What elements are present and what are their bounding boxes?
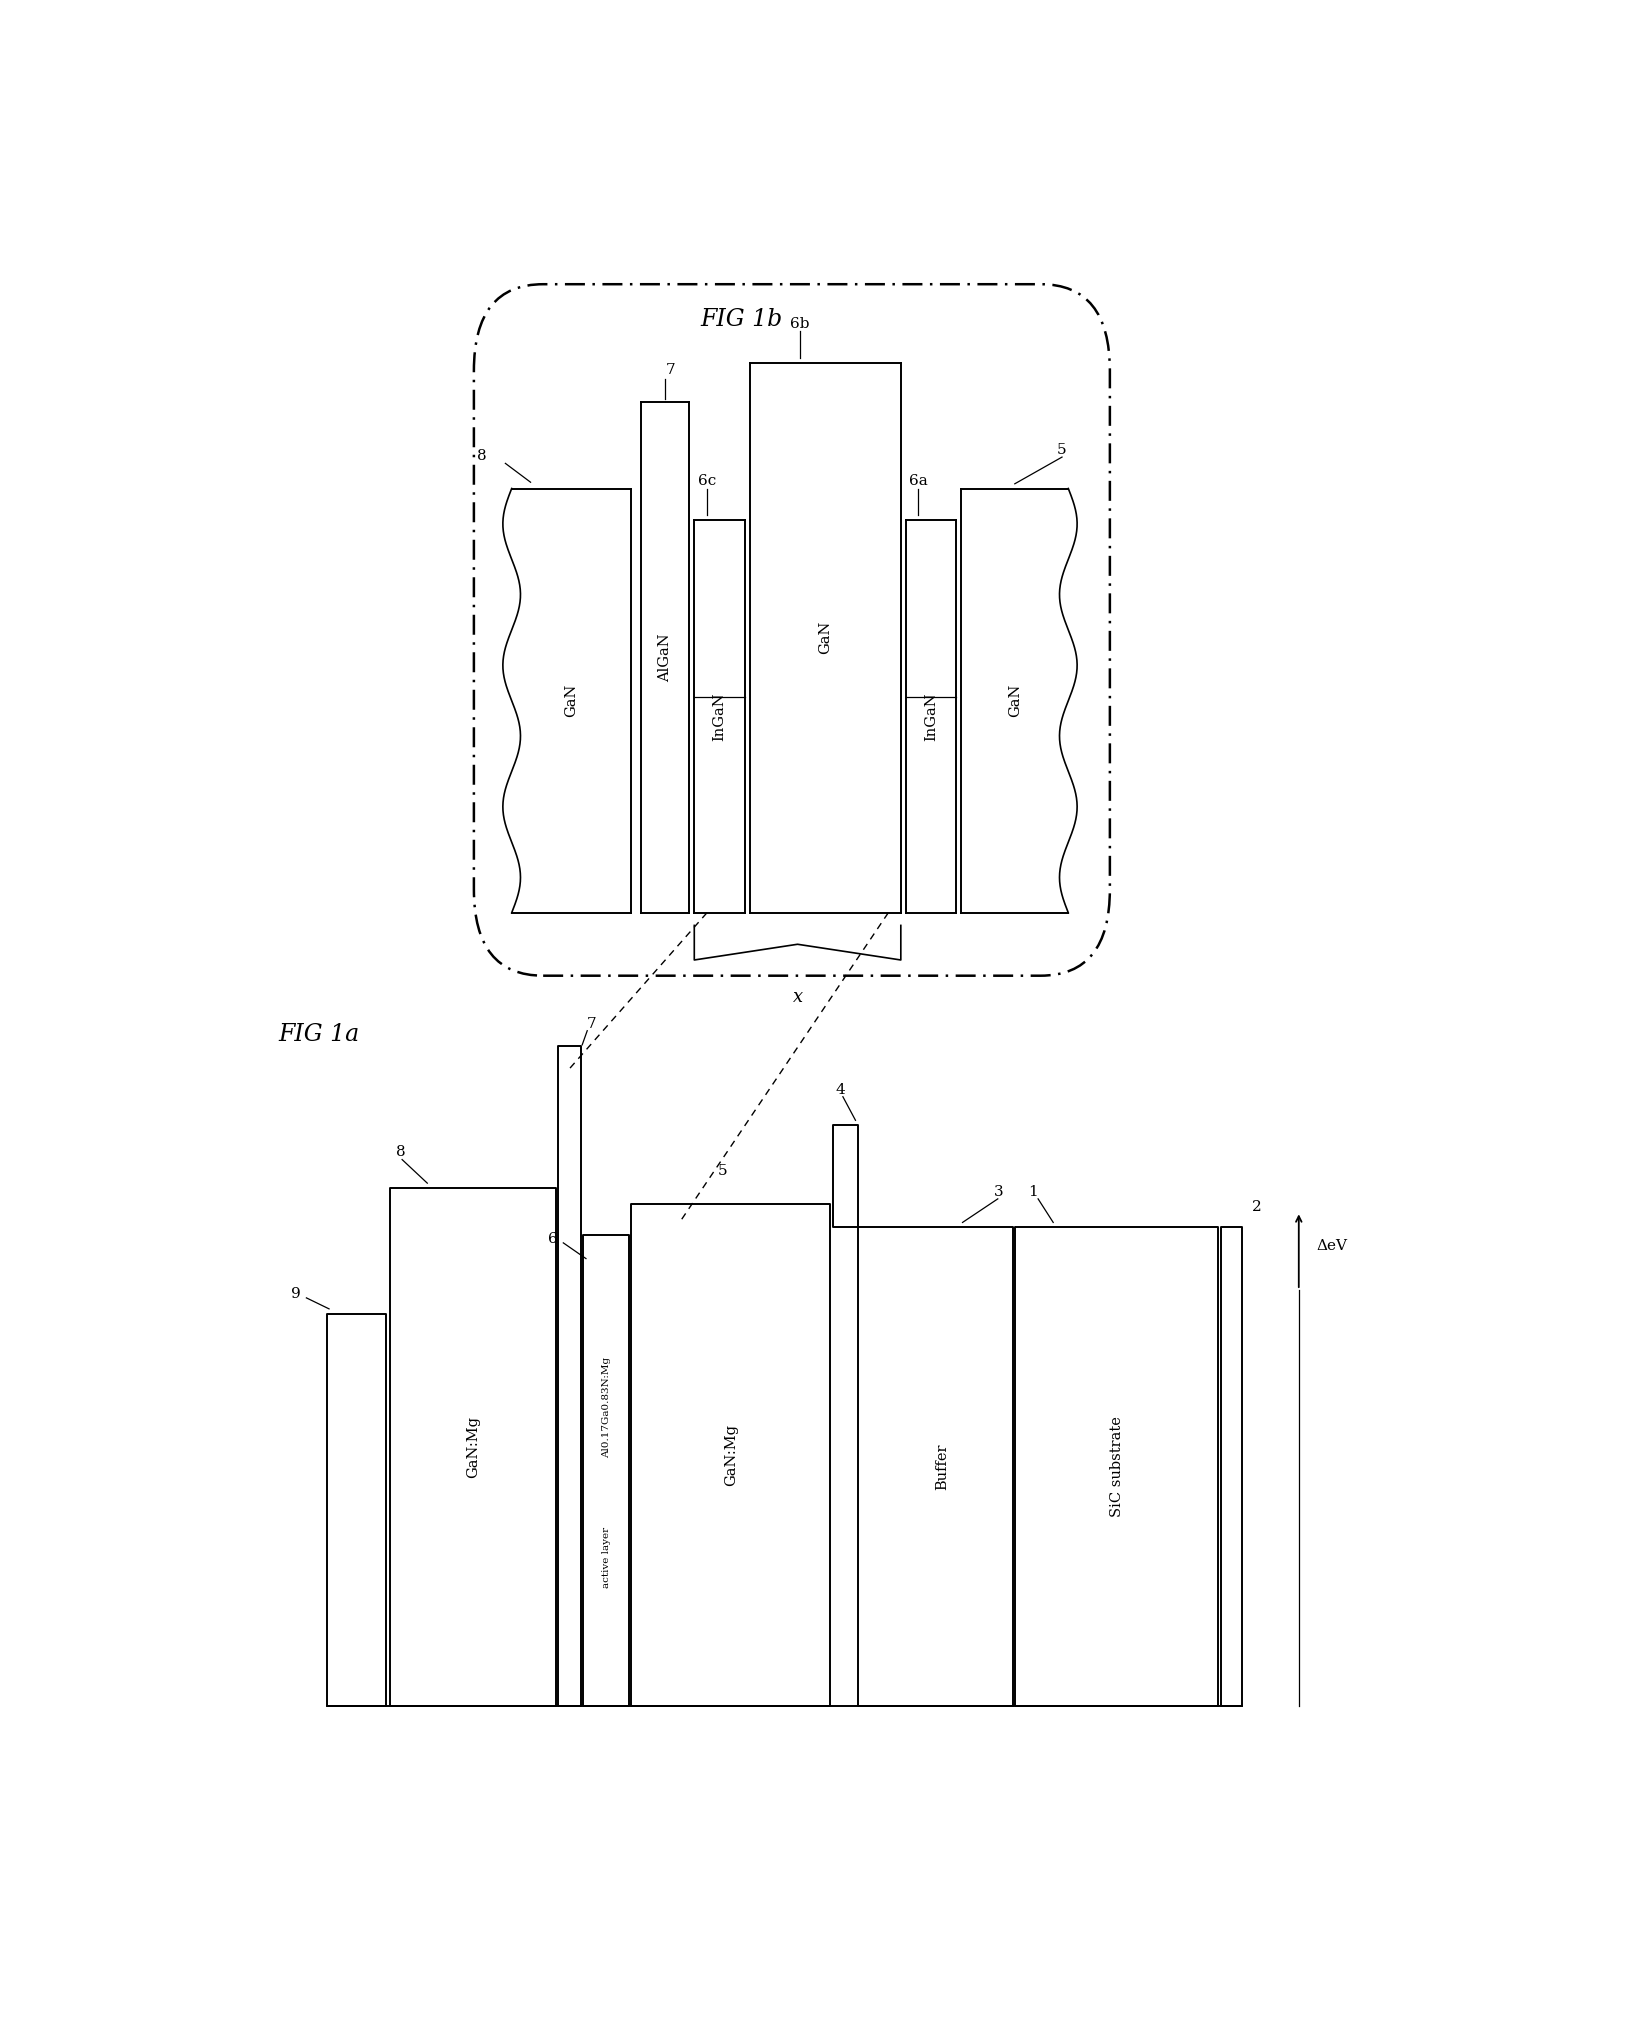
Text: GaN:Mg: GaN:Mg	[466, 1416, 479, 1478]
Text: FIG 1a: FIG 1a	[280, 1023, 361, 1047]
Text: SiC substrate: SiC substrate	[1110, 1416, 1124, 1516]
Text: 6b: 6b	[790, 316, 809, 331]
Text: x: x	[793, 988, 803, 1006]
Text: active layer: active layer	[601, 1527, 611, 1588]
Text: 1: 1	[1029, 1184, 1038, 1198]
Text: GaN: GaN	[564, 684, 578, 716]
Text: 8: 8	[476, 449, 486, 463]
Text: 5: 5	[1058, 443, 1068, 457]
Text: GaN: GaN	[819, 620, 832, 655]
Text: 6c: 6c	[697, 474, 717, 488]
Text: 8: 8	[396, 1145, 405, 1159]
Text: InGaN: InGaN	[925, 692, 938, 741]
Text: 7: 7	[665, 363, 674, 378]
Text: 7: 7	[587, 1016, 596, 1031]
Text: 6: 6	[548, 1233, 557, 1245]
Text: ΔeV: ΔeV	[1316, 1239, 1347, 1253]
Text: Al0.17Ga0.83N:Mg: Al0.17Ga0.83N:Mg	[601, 1357, 611, 1459]
Text: 9: 9	[291, 1288, 301, 1300]
Text: GaN:Mg: GaN:Mg	[723, 1425, 738, 1486]
Text: 5: 5	[718, 1163, 728, 1178]
Text: 4: 4	[835, 1082, 845, 1096]
Text: GaN: GaN	[1008, 684, 1022, 716]
Text: 3: 3	[994, 1184, 1004, 1198]
Text: InGaN: InGaN	[712, 692, 726, 741]
Text: FIG 1b: FIG 1b	[700, 308, 783, 331]
Text: 2: 2	[1253, 1200, 1263, 1214]
Text: AlGaN: AlGaN	[658, 633, 673, 682]
Text: Buffer: Buffer	[934, 1443, 949, 1490]
Text: 6a: 6a	[908, 474, 928, 488]
